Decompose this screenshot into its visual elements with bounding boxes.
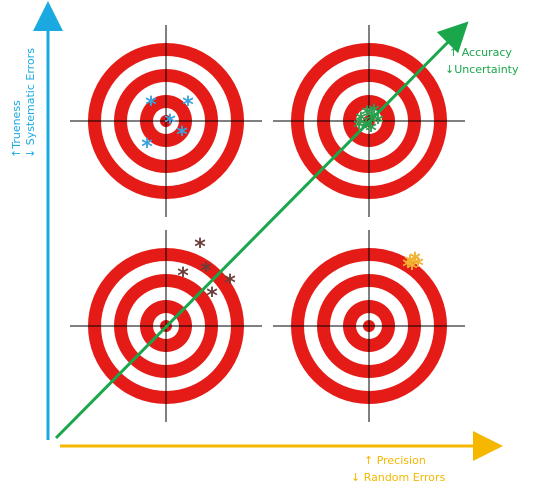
asterisk-marker: * [141,135,153,160]
trueness-label: ↑Trueness [10,100,23,158]
precision-label: ↑ Precision [364,454,426,467]
asterisk-marker: * [412,254,424,279]
asterisk-marker: * [224,271,236,296]
asterisk-marker: * [177,264,189,289]
uncertainty-label: ↓Uncertainty [445,63,519,76]
target-low-trueness-high-precision: ***** [273,230,465,422]
accuracy-diagonal-arrow [54,21,469,440]
asterisk-marker: * [200,259,212,284]
asterisk-marker: * [164,111,176,136]
trueness-axis-label: ↑Trueness ↓ Systematic Errors [10,48,37,158]
asterisk-marker: * [404,252,416,277]
asterisk-marker: * [406,257,418,282]
asterisk-marker: * [206,284,218,309]
systematic-errors-label: ↓ Systematic Errors [24,48,37,158]
asterisk-marker: * [145,93,157,118]
asterisk-marker: * [402,255,414,280]
asterisk-marker: * [409,249,421,274]
asterisk-marker: * [194,235,206,260]
asterisk-marker: * [176,123,188,148]
accuracy-label: ↑ Accuracy [449,46,512,59]
random-errors-label: ↓ Random Errors [351,471,446,484]
asterisk-marker: * [182,93,194,118]
asterisk-marker: * [365,119,377,144]
target-high-trueness-low-precision: * ** ** [70,25,262,217]
